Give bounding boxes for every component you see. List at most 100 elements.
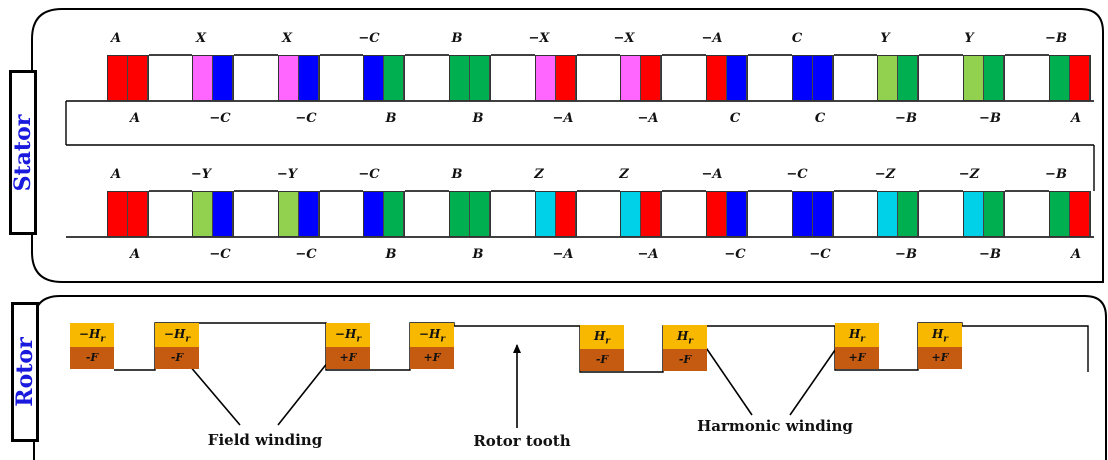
slot-right-conductor: [813, 56, 833, 100]
rotor-harmonic-coil: −Hr: [326, 323, 370, 347]
slot-right-conductor: [556, 56, 576, 100]
stator-row2-bottom-label: −C: [809, 247, 831, 262]
stator-row2-slot: [1049, 191, 1091, 237]
stator-row2-bottom-label: −C: [209, 247, 231, 262]
stator-row1-top-label: Y: [964, 31, 974, 46]
slot-left-conductor: [450, 192, 470, 236]
stator-row2-bottom-label: −A: [552, 247, 574, 262]
stator-row2-slot: [192, 191, 234, 237]
stator-row1-top-label: −A: [701, 31, 723, 46]
stator-row2-slot: [449, 191, 491, 237]
stator-row1-slot: [107, 55, 149, 101]
slot-right-conductor: [384, 192, 404, 236]
slot-right-conductor: [213, 56, 233, 100]
rotor-harmonic-subscript: r: [356, 334, 362, 345]
stator-row1-bottom-label: −B: [979, 111, 1001, 126]
slot-right-conductor: [470, 56, 490, 100]
stator-row2-slot: [963, 191, 1005, 237]
stator-row1-bottom-label: −B: [895, 111, 917, 126]
stator-row1-top-label: −X: [528, 31, 550, 46]
stator-row1-slot: [792, 55, 834, 101]
rotor-field-coil: +F: [918, 347, 962, 369]
slot-right-conductor: [984, 192, 1004, 236]
stator-row1-slot: [449, 55, 491, 101]
slot-left-conductor: [108, 192, 128, 236]
stator-row1-bottom-label: B: [472, 111, 484, 126]
stator-row1-bottom-label: −A: [552, 111, 574, 126]
stator-row2-top-label: −Y: [276, 167, 298, 182]
slot-right-conductor: [1070, 56, 1090, 100]
stator-row1-bottom-label: −C: [209, 111, 231, 126]
stator-row1-bottom-label: −C: [295, 111, 317, 126]
slot-left-conductor: [536, 192, 556, 236]
stator-row2-bottom-label: −B: [895, 247, 917, 262]
stator-row1-slot: [535, 55, 577, 101]
rotor-field-coil: +F: [326, 347, 370, 369]
slot-left-conductor: [621, 192, 641, 236]
rotor-harmonic-subscript: r: [860, 334, 866, 345]
harmonic-winding-caption: Harmonic winding: [697, 417, 853, 435]
slot-right-conductor: [898, 192, 918, 236]
slot-right-conductor: [128, 192, 148, 236]
stator-row2-bottom-label: −B: [979, 247, 1001, 262]
stator-row2-top-label: −A: [701, 167, 723, 182]
slot-right-conductor: [556, 192, 576, 236]
rotor-harmonic-subscript: r: [943, 334, 949, 345]
stator-row2-top-label: B: [451, 167, 463, 182]
slot-right-conductor: [128, 56, 148, 100]
rotor-harmonic-label: −H: [78, 327, 101, 341]
stator-row1-top-label: −X: [613, 31, 635, 46]
harmonic-winding-arrow-left: [697, 335, 753, 416]
stator-row1-bottom-label: B: [385, 111, 397, 126]
harmonic-winding-arrow-right: [789, 339, 843, 416]
rotor-harmonic-subscript: r: [185, 334, 191, 345]
slot-left-conductor: [193, 56, 213, 100]
rotor-harmonic-label: H: [676, 329, 689, 343]
slot-right-conductor: [299, 56, 319, 100]
slot-right-conductor: [299, 192, 319, 236]
slot-right-conductor: [470, 192, 490, 236]
slot-left-conductor: [279, 56, 299, 100]
slot-right-conductor: [898, 56, 918, 100]
stator-row1-top-label: Y: [880, 31, 890, 46]
rotor-field-coil: -F: [663, 349, 707, 371]
stator-row1-bottom-label: A: [129, 111, 141, 126]
rotor-title: Rotor: [12, 337, 38, 407]
rotor-harmonic-label: −H: [418, 327, 441, 341]
stator-row2-top-label: −C: [786, 167, 808, 182]
stator-row1-slot: [363, 55, 405, 101]
rotor-harmonic-coil: Hr: [918, 323, 962, 347]
slot-right-conductor: [213, 192, 233, 236]
rotor-harmonic-label: −H: [334, 327, 357, 341]
stator-row1-bottom-label: C: [814, 111, 826, 126]
rotor-harmonic-subscript: r: [688, 336, 694, 347]
stator-row1-slot: [278, 55, 320, 101]
stator-row1-bottom-label: A: [1070, 111, 1082, 126]
stator-row1-top-label: A: [110, 31, 122, 46]
stator-row2-bottom-label: −C: [724, 247, 746, 262]
stator-row2-slot: [706, 191, 748, 237]
rotor-field-coil: +F: [410, 347, 454, 369]
stator-row2-top-label: Z: [534, 167, 544, 182]
stator-row2-bottom-label: −A: [637, 247, 659, 262]
slot-left-conductor: [1050, 192, 1070, 236]
stator-row2-top-label: −C: [358, 167, 380, 182]
stator-row2-top-label: −Z: [874, 167, 896, 182]
stator-row2-slot: [278, 191, 320, 237]
rotor-harmonic-coil: Hr: [835, 323, 879, 347]
slot-right-conductor: [727, 192, 747, 236]
rotor-tooth-caption: Rotor tooth: [473, 432, 571, 450]
slot-left-conductor: [364, 56, 384, 100]
slot-left-conductor: [707, 56, 727, 100]
stator-row1-slot: [1049, 55, 1091, 101]
rotor-harmonic-subscript: r: [605, 336, 611, 347]
slot-left-conductor: [279, 192, 299, 236]
slot-left-conductor: [193, 192, 213, 236]
rotor-harmonic-coil: −Hr: [410, 323, 454, 347]
stator-row1-top-label: X: [195, 31, 207, 46]
stator-row2-top-label: A: [110, 167, 122, 182]
slot-right-conductor: [813, 192, 833, 236]
stator-row1-top-label: −C: [358, 31, 380, 46]
rotor-harmonic-subscript: r: [100, 334, 106, 345]
